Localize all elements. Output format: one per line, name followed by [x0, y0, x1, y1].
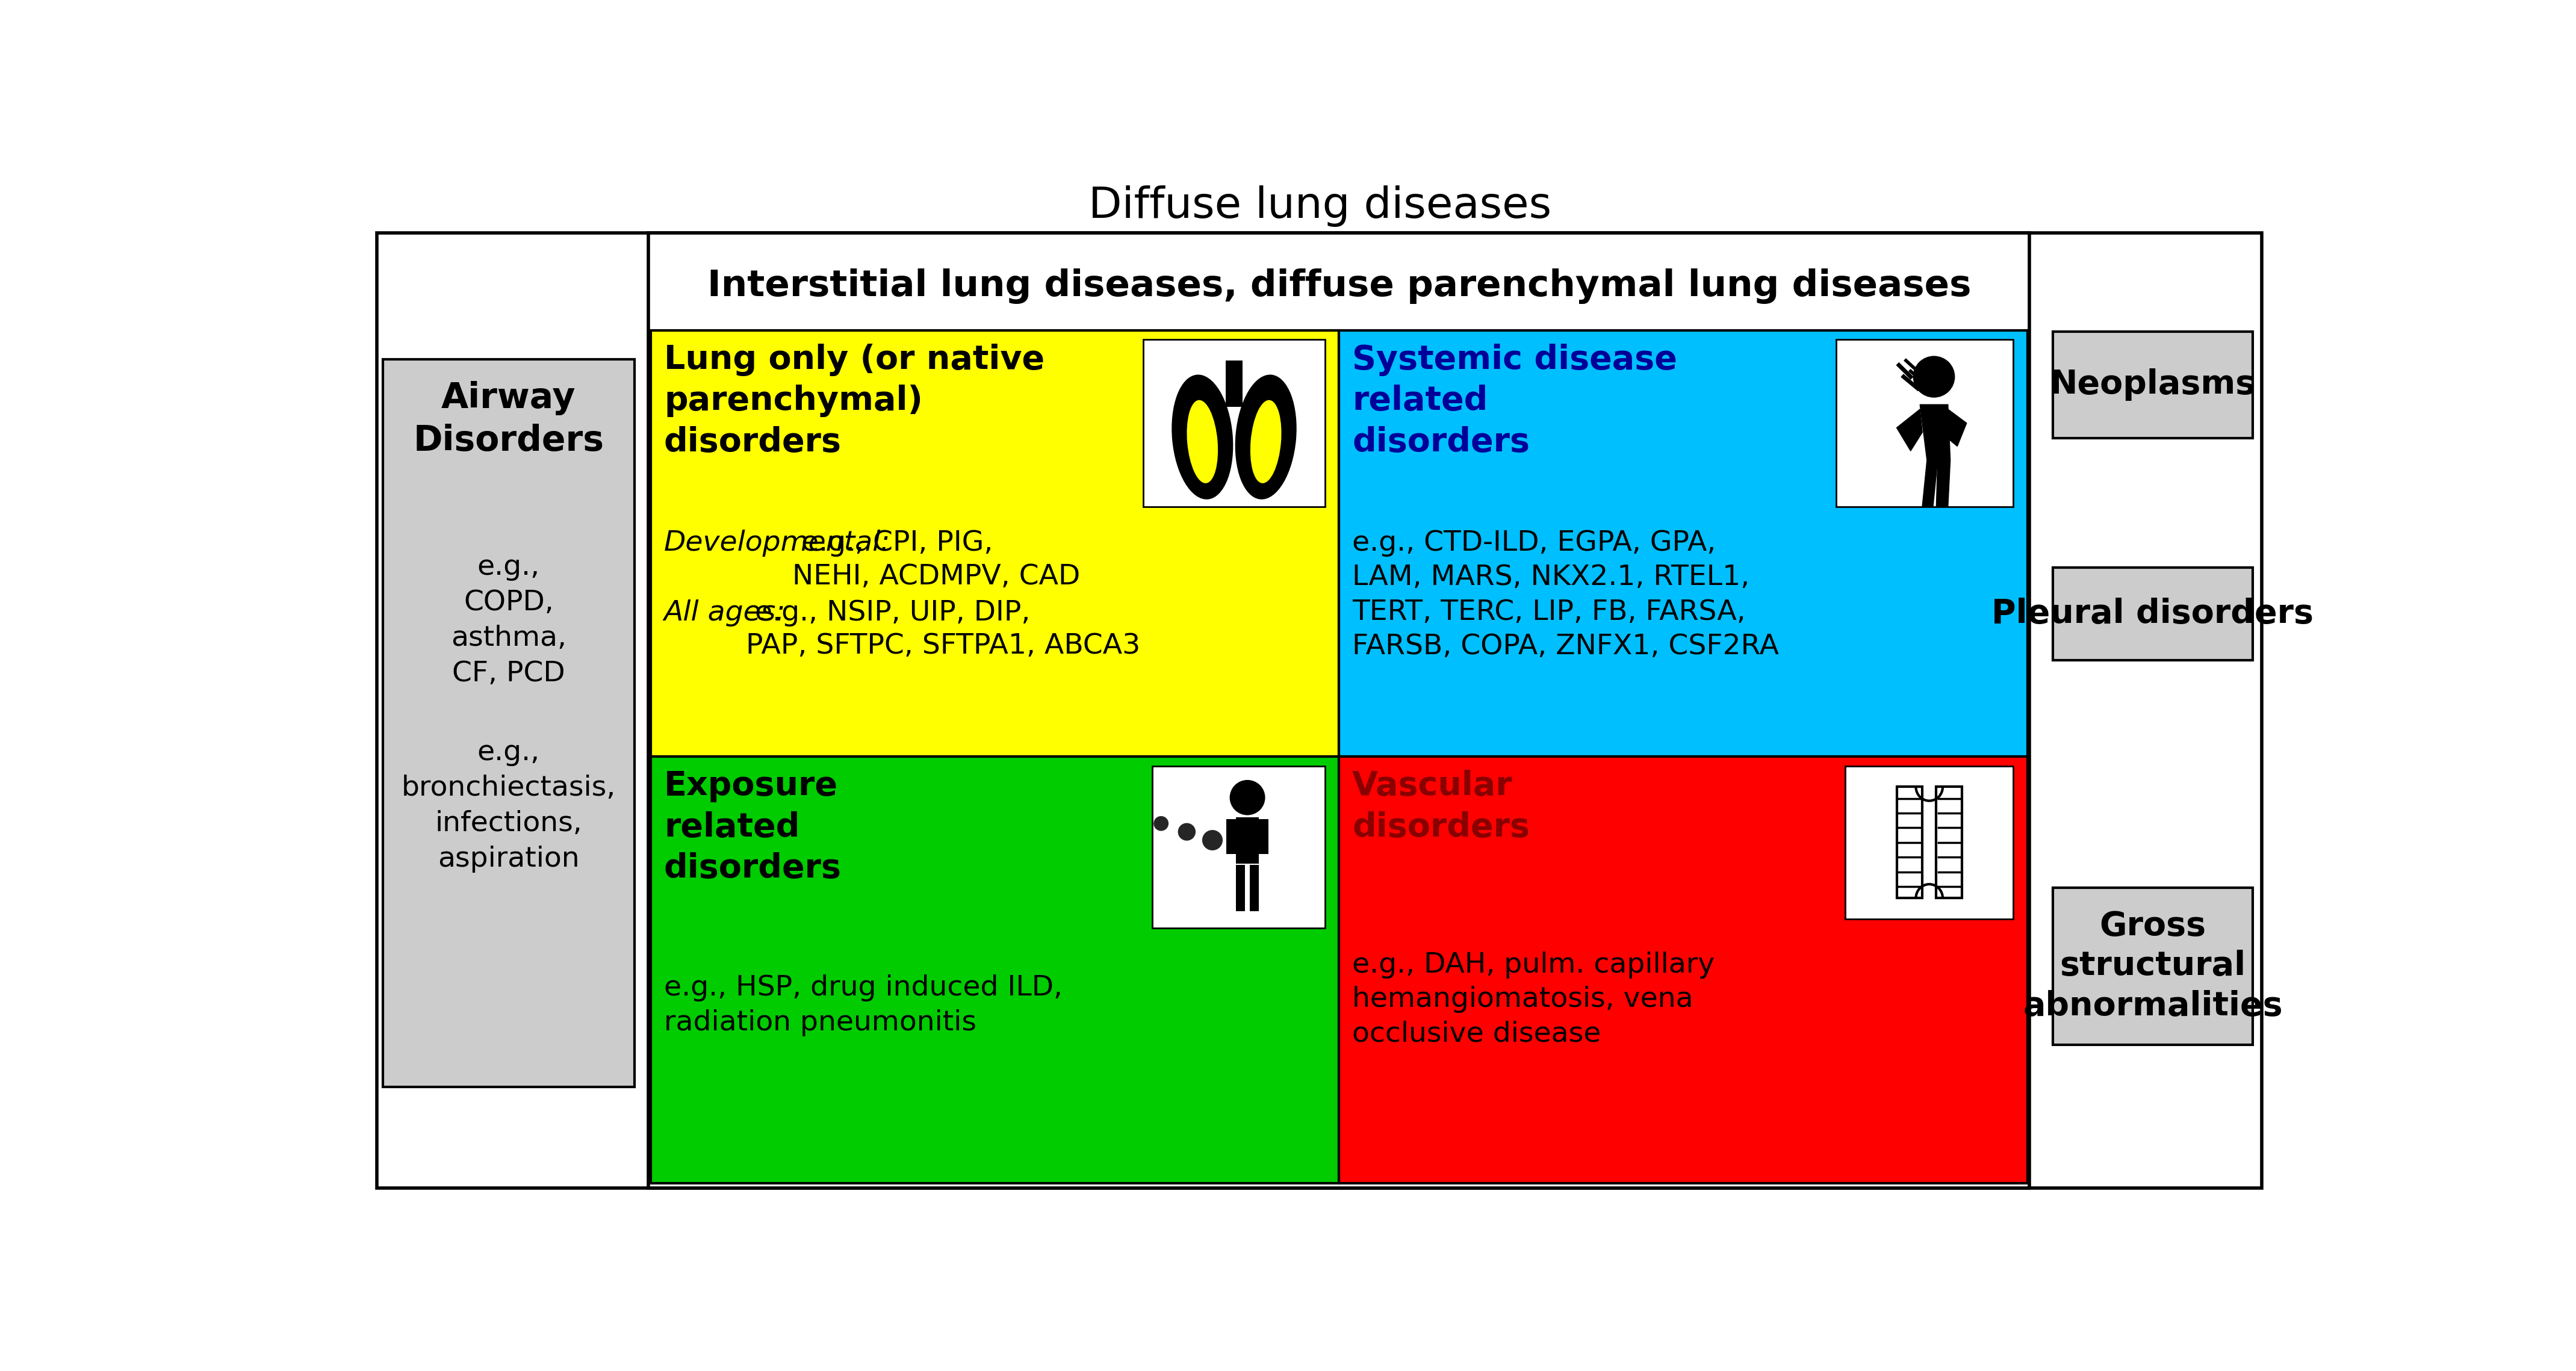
Ellipse shape [1188, 400, 1218, 483]
Bar [649, 233, 2030, 1187]
Bar [1340, 757, 2027, 1183]
Bar [1249, 865, 1260, 912]
Text: Lung only (or native
parenchymal)
disorders: Lung only (or native parenchymal) disord… [665, 343, 1043, 458]
Ellipse shape [1234, 374, 1296, 499]
Bar [1340, 330, 2027, 757]
Text: All ages:: All ages: [665, 599, 786, 627]
Circle shape [1203, 829, 1224, 850]
Text: e.g., CTD-ILD, EGPA, GPA,
LAM, MARS, NKX2.1, RTEL1,
TERT, TERC, LIP, FB, FARSA,
: e.g., CTD-ILD, EGPA, GPA, LAM, MARS, NKX… [1352, 529, 1780, 661]
Bar [1236, 865, 1244, 912]
Bar [1144, 340, 1324, 506]
Polygon shape [1937, 461, 1950, 506]
Text: Airway
Disorders: Airway Disorders [412, 381, 603, 458]
Bar [652, 757, 1340, 1183]
Bar [1151, 766, 1324, 928]
Circle shape [1177, 823, 1195, 840]
Bar [1937, 787, 1963, 898]
Text: Interstitial lung diseases, diffuse parenchymal lung diseases: Interstitial lung diseases, diffuse pare… [708, 269, 1971, 304]
Polygon shape [1919, 404, 1950, 461]
Bar [652, 330, 1340, 757]
Polygon shape [1896, 409, 1922, 451]
Text: e.g.,
COPD,
asthma,
CF, PCD: e.g., COPD, asthma, CF, PCD [451, 554, 567, 687]
Text: e.g.,
bronchiectasis,
infections,
aspiration: e.g., bronchiectasis, infections, aspira… [402, 739, 616, 873]
Circle shape [1914, 356, 1955, 398]
Text: Developmental:: Developmental: [665, 529, 891, 557]
Ellipse shape [1249, 400, 1280, 483]
Ellipse shape [1172, 374, 1234, 499]
Bar [1257, 820, 1267, 854]
Bar [1226, 820, 1236, 854]
Bar [2053, 887, 2251, 1045]
Text: e.g., CPI, PIG,
NEHI, ACDMPV, CAD: e.g., CPI, PIG, NEHI, ACDMPV, CAD [793, 529, 1079, 590]
Text: e.g., HSP, drug induced ILD,
radiation pneumonitis: e.g., HSP, drug induced ILD, radiation p… [665, 975, 1061, 1036]
Text: e.g., DAH, pulm. capillary
hemangiomatosis, vena
occlusive disease: e.g., DAH, pulm. capillary hemangiomatos… [1352, 951, 1716, 1047]
Text: Systemic disease
related
disorders: Systemic disease related disorders [1352, 343, 1677, 458]
Bar [1844, 766, 2014, 919]
Text: Neoplasms: Neoplasms [2050, 369, 2257, 400]
Bar [384, 359, 634, 1087]
Text: Gross
structural
abnormalities: Gross structural abnormalities [2022, 910, 2282, 1023]
Bar [2053, 332, 2251, 437]
Polygon shape [1922, 461, 1937, 506]
Text: Vascular
disorders: Vascular disorders [1352, 769, 1530, 843]
Text: Diffuse lung diseases: Diffuse lung diseases [1090, 185, 1551, 228]
Bar [1896, 787, 1922, 898]
Text: e.g., NSIP, UIP, DIP,
PAP, SFTPC, SFTPA1, ABCA3: e.g., NSIP, UIP, DIP, PAP, SFTPC, SFTPA1… [744, 599, 1141, 659]
Bar [1236, 817, 1260, 864]
Text: Exposure
related
disorders: Exposure related disorders [665, 769, 842, 884]
Bar [1837, 340, 2014, 506]
Polygon shape [1942, 409, 1965, 447]
Text: Pleural disorders: Pleural disorders [1991, 598, 2313, 631]
Circle shape [1154, 816, 1170, 831]
Bar [2053, 568, 2251, 661]
Bar [1226, 361, 1242, 407]
Circle shape [1229, 780, 1265, 816]
